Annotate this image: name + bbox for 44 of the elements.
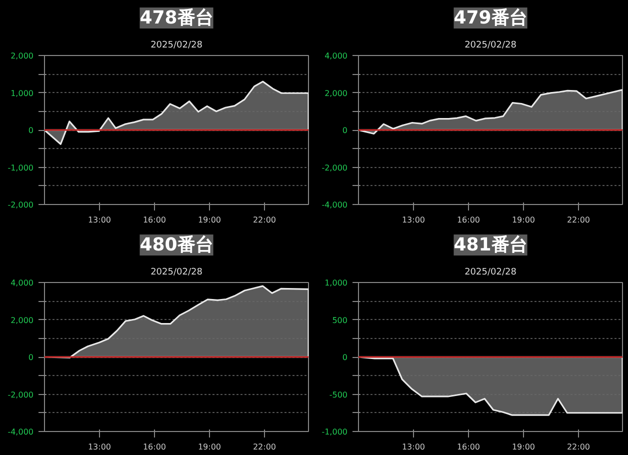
chart-title: 478番台 <box>140 8 214 28</box>
x-tick-label: 16:00 <box>456 216 480 224</box>
y-tick-label: 4,000 <box>10 278 34 288</box>
y-tick-label: 2,000 <box>10 316 34 325</box>
y-tick-label: -500 <box>329 390 348 400</box>
x-tick-label: 13:00 <box>88 216 112 224</box>
y-tick-label: 2,000 <box>10 52 34 60</box>
y-tick-label: 4,000 <box>324 52 348 60</box>
chart-subtitle: 2025/02/28 <box>464 40 517 50</box>
y-tick-label: 0 <box>28 353 34 362</box>
x-tick-label: 22:00 <box>566 442 590 452</box>
chart-subtitle: 2025/02/28 <box>150 40 203 50</box>
y-tick-label: -1,000 <box>8 163 34 172</box>
x-tick-label: 13:00 <box>88 442 112 452</box>
x-tick-label: 16:00 <box>142 216 166 224</box>
y-tick-label: -2,000 <box>8 390 34 400</box>
y-tick-label: 0 <box>28 126 34 135</box>
x-tick-label: 19:00 <box>512 442 536 452</box>
chart-subtitle: 2025/02/28 <box>464 268 517 278</box>
x-tick-label: 22:00 <box>566 216 590 224</box>
x-tick-label: 16:00 <box>456 442 480 452</box>
chart-title: 481番台 <box>454 234 528 256</box>
chart-title: 480番台 <box>140 234 214 256</box>
y-tick-label: 0 <box>342 126 348 135</box>
y-tick-label: -2,000 <box>8 200 34 210</box>
x-tick-label: 13:00 <box>402 216 426 224</box>
chart-title: 479番台 <box>454 8 528 28</box>
x-tick-label: 19:00 <box>198 216 222 224</box>
chart-subtitle: 2025/02/28 <box>150 268 203 278</box>
x-tick-label: 19:00 <box>512 216 536 224</box>
y-tick-label: 0 <box>342 353 348 362</box>
y-tick-label: -2,000 <box>322 163 348 172</box>
y-tick-label: -4,000 <box>322 200 348 210</box>
y-tick-label: 1,000 <box>10 88 34 98</box>
y-tick-label: 500 <box>332 316 348 325</box>
y-tick-label: -1,000 <box>322 428 348 436</box>
y-tick-label: -4,000 <box>8 428 34 436</box>
x-tick-label: 22:00 <box>252 442 276 452</box>
y-tick-label: 1,000 <box>324 278 348 288</box>
x-tick-label: 22:00 <box>252 216 276 224</box>
x-tick-label: 16:00 <box>142 442 166 452</box>
y-tick-label: 2,000 <box>324 88 348 98</box>
x-tick-label: 19:00 <box>198 442 222 452</box>
x-tick-label: 13:00 <box>402 442 426 452</box>
